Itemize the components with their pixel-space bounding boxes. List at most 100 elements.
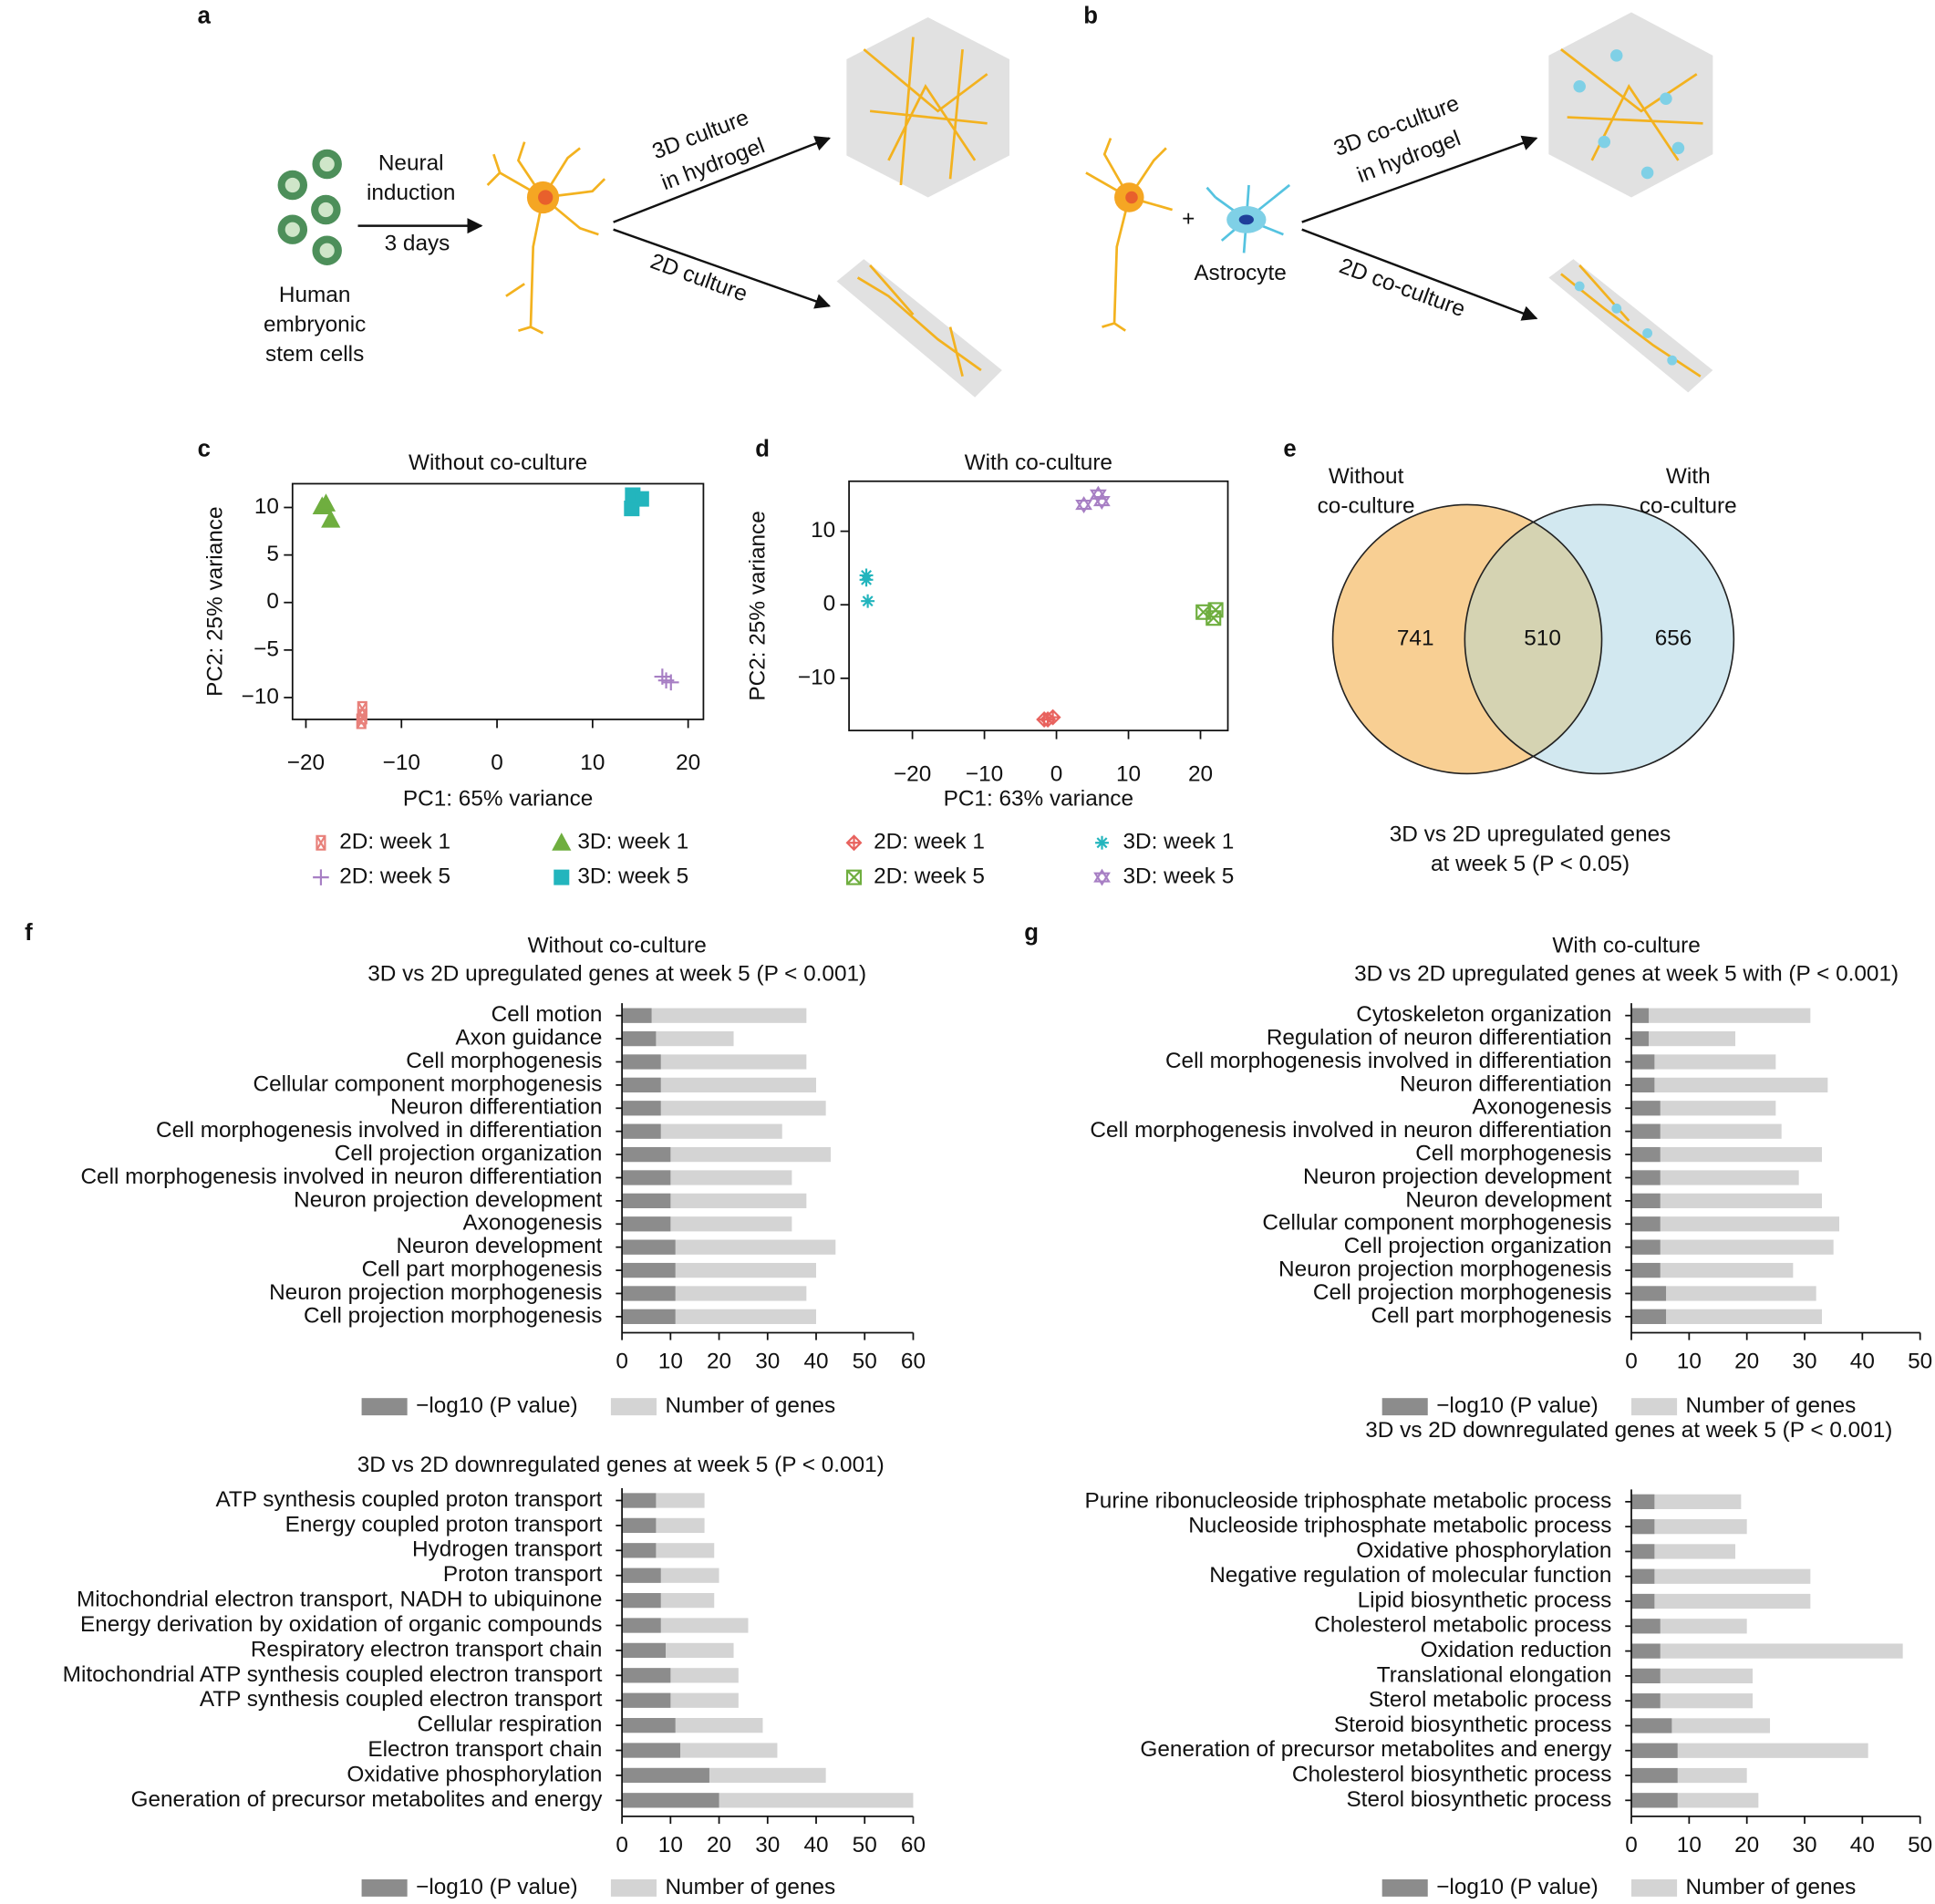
y-tick-label: −10 — [242, 684, 279, 709]
point — [321, 509, 341, 528]
x-tick-label: 10 — [1116, 761, 1141, 786]
x-axis-label: PC1: 63% variance — [944, 786, 1133, 811]
bar — [622, 1054, 807, 1070]
bar — [622, 1286, 676, 1301]
panel-a: a Neural induction 3 days Human embryoni… — [198, 4, 1010, 398]
category-label: Neuron projection development — [1303, 1164, 1612, 1189]
set-name: co-culture — [1640, 494, 1737, 519]
chart-title: With co-culture — [1552, 933, 1700, 957]
x-tick-label: 30 — [1792, 1349, 1816, 1373]
plus: + — [1182, 206, 1195, 231]
bar — [1631, 1008, 1811, 1023]
point — [654, 668, 671, 685]
x-tick-label: 10 — [658, 1349, 683, 1373]
bar — [1631, 1286, 1816, 1301]
category-label: Mitochondrial electron transport, NADH t… — [77, 1588, 602, 1612]
point — [356, 713, 367, 730]
neurons-2d — [1560, 264, 1702, 378]
legend-label: 3D: week 1 — [1123, 830, 1235, 854]
legend-swatch — [1381, 1878, 1428, 1897]
bar — [1631, 1170, 1661, 1185]
bar — [1631, 1619, 1661, 1634]
bar — [622, 1008, 652, 1023]
bar — [1631, 1239, 1661, 1255]
legend-label: Number of genes — [665, 1393, 835, 1418]
category-label: Cell projection morphogenesis — [1313, 1280, 1611, 1305]
bar — [1631, 1077, 1828, 1093]
bar — [1631, 1030, 1650, 1047]
astrocytes-2d — [1574, 281, 1678, 366]
legend-label: Number of genes — [665, 1875, 835, 1899]
category-label: Generation of precursor metabolites and … — [131, 1787, 604, 1812]
neurons-3d — [863, 36, 988, 186]
legend-marker — [313, 869, 329, 885]
bar — [1631, 1216, 1840, 1232]
x-tick-label: 0 — [1625, 1833, 1638, 1857]
point — [624, 501, 640, 517]
legend-swatch — [610, 1878, 657, 1897]
label: 2D co-culture — [1336, 254, 1468, 322]
x-tick-label: 40 — [803, 1833, 828, 1857]
chart-title: Without co-culture — [528, 933, 707, 957]
point — [1205, 610, 1222, 626]
bar — [1631, 1668, 1661, 1684]
legend-marker — [1093, 868, 1111, 886]
panel-b: b + Astrocyte 3D co-culture in hydrogel … — [1083, 4, 1713, 393]
neuron — [1085, 138, 1174, 332]
set-name: Without — [1329, 464, 1404, 489]
legend-label: −log10 (P value) — [416, 1875, 578, 1899]
legend-label: 3D: week 1 — [577, 830, 688, 854]
x-tick-label: 20 — [676, 750, 700, 775]
bar — [1631, 1568, 1655, 1584]
astrocyte — [1205, 183, 1291, 254]
venn-overlap — [1464, 504, 1602, 774]
astrocytes-3d — [1573, 49, 1685, 180]
legend-swatch — [610, 1398, 657, 1416]
category-label: Neuron development — [396, 1234, 602, 1258]
bar — [1631, 1544, 1736, 1559]
category-label: ATP synthesis coupled electron transport — [200, 1687, 603, 1712]
category-label: Purine ribonucleoside triphosphate metab… — [1085, 1488, 1612, 1513]
category-label: Cell projection morphogenesis — [304, 1303, 602, 1328]
x-tick-label: −10 — [966, 761, 1003, 786]
x-tick-label: 20 — [1734, 1349, 1759, 1373]
legend-swatch — [1631, 1398, 1678, 1416]
category-label: Cell projection organization — [1344, 1234, 1612, 1258]
category-label: Cell morphogenesis — [406, 1049, 602, 1073]
category-label: Cell projection organization — [335, 1142, 603, 1166]
legend-label: 3D: week 5 — [1123, 864, 1235, 889]
bar — [1631, 1262, 1661, 1278]
bar — [622, 1030, 657, 1047]
bar — [622, 1493, 657, 1508]
arrow — [613, 136, 832, 223]
category-label: Sterol metabolic process — [1369, 1688, 1612, 1713]
legend-swatch — [361, 1878, 408, 1897]
point — [1092, 492, 1111, 511]
bar — [1631, 1519, 1747, 1535]
bar — [1631, 1743, 1868, 1758]
category-label: Regulation of neuron differentiation — [1267, 1026, 1612, 1050]
category-label: Cell motion — [492, 1002, 603, 1027]
x-tick-label: 0 — [1050, 761, 1063, 786]
x-tick-label: 50 — [853, 1833, 877, 1857]
bar — [1631, 1054, 1655, 1070]
venn-count: 741 — [1397, 626, 1434, 650]
category-label: Axon guidance — [455, 1026, 602, 1050]
x-tick-label: 40 — [1850, 1833, 1875, 1857]
category-label: Cell morphogenesis — [1415, 1142, 1611, 1166]
category-label: Neuron projection morphogenesis — [269, 1280, 602, 1305]
neuron — [486, 141, 606, 335]
category-label: Axonogenesis — [1472, 1095, 1611, 1120]
x-tick-label: 20 — [1734, 1833, 1759, 1857]
panel-label: e — [1283, 437, 1296, 462]
bar — [1631, 1077, 1655, 1093]
neurons-2d — [856, 264, 982, 378]
point — [657, 672, 675, 688]
x-tick-label: 0 — [491, 750, 503, 775]
legend-label: Number of genes — [1686, 1875, 1857, 1899]
category-label: Mitochondrial ATP synthesis coupled elec… — [63, 1662, 603, 1687]
legend-label: Number of genes — [1686, 1393, 1857, 1418]
hydrogel-3d — [846, 16, 1010, 198]
venn-outline — [1331, 503, 1603, 775]
category-label: Cell morphogenesis involved in different… — [1165, 1049, 1611, 1073]
